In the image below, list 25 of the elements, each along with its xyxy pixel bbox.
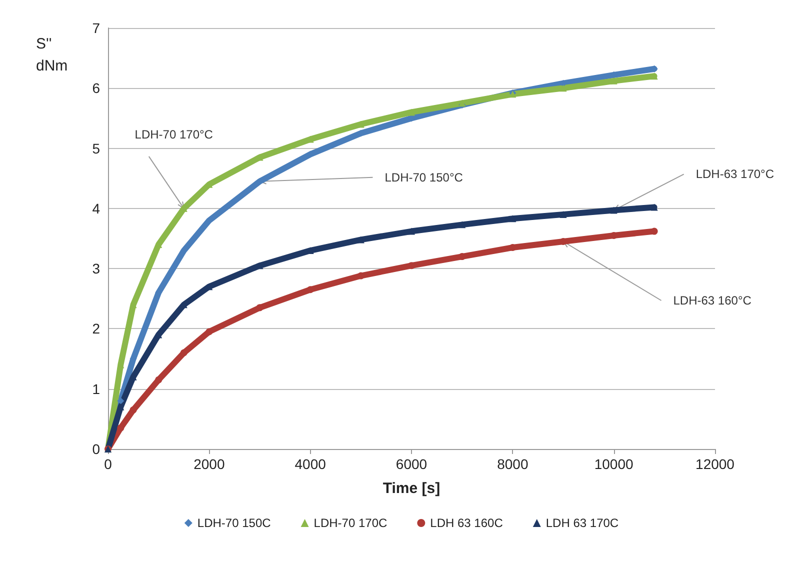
legend-label: LDH 63 160C (430, 516, 504, 530)
y-tick-label: 6 (92, 80, 100, 96)
y-tick-label: 1 (92, 380, 100, 397)
y-tick-label: 4 (92, 200, 100, 216)
y-tick-label: 2 (92, 320, 100, 337)
y-tick-label: 0 (92, 441, 100, 457)
annotation: LDH-63 160°C (673, 294, 752, 308)
x-tick-label: 10000 (594, 456, 634, 472)
x-tick-label: 2000 (194, 456, 225, 472)
x-tick-label: 6000 (396, 456, 428, 472)
y-tick-label: 5 (92, 140, 100, 156)
y-tick-label: 7 (92, 20, 100, 36)
annotation: LDH-70 170°C (134, 127, 214, 142)
x-tick-label: 0 (104, 456, 112, 472)
y-axis-title: S'' dNm (36, 36, 68, 74)
annotation: LDH-63 170°C (696, 167, 774, 182)
y-tick-label: 3 (92, 260, 100, 277)
x-tick-label: 8000 (497, 456, 528, 472)
legend-label: LDH-70 150C (197, 516, 272, 530)
annotation: LDH-70 150°C (384, 170, 464, 184)
legend-label: LDH-70 170C (314, 516, 388, 530)
x-tick-label: 4000 (294, 456, 326, 472)
x-axis-title: Time [s] (382, 480, 440, 497)
x-tick-label: 12000 (696, 456, 735, 472)
legend-label: LDH 63 170C (546, 516, 619, 530)
